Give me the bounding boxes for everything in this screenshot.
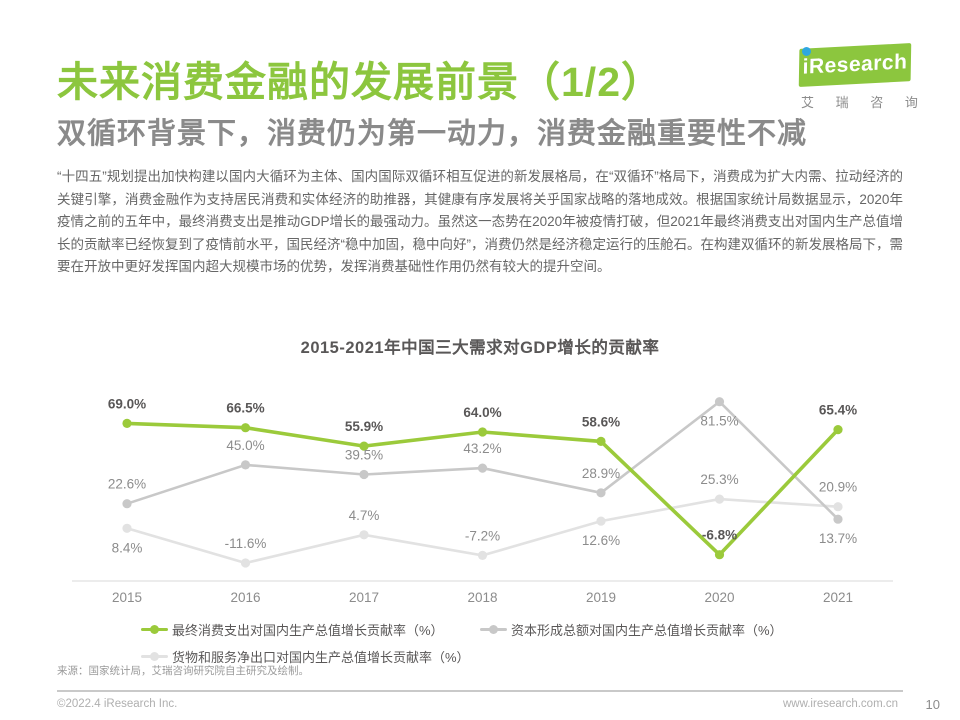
legend-row: 最终消费支出对国内生产总值增长贡献率（%） 资本形成总额对国内生产总值增长贡献率（…: [55, 616, 905, 643]
data-point: [359, 530, 369, 540]
data-point: [477, 463, 488, 473]
data-point: [833, 502, 843, 512]
data-label: 81.5%: [700, 414, 738, 429]
legend-item: 最终消费支出对国内生产总值增长贡献率（%）: [141, 620, 480, 639]
data-point: [596, 488, 606, 498]
legend-row: 货物和服务净出口对国内生产总值增长贡献率（%）: [55, 643, 905, 670]
legend-item: 货物和服务净出口对国内生产总值增长贡献率（%）: [141, 647, 470, 666]
data-point: [833, 514, 843, 524]
data-point: [240, 460, 251, 470]
data-label: 12.6%: [582, 533, 620, 548]
data-point: [122, 418, 132, 428]
gdp-contribution-chart: 2015 2016 2017 2018 2019 2020 2021 69.0% 66.5% 55…: [55, 375, 905, 610]
data-label: 45.0%: [226, 438, 264, 453]
x-tick-label: 2021: [823, 590, 853, 605]
data-label: 69.0%: [108, 396, 146, 411]
data-label: -6.8%: [702, 528, 737, 543]
data-label: 20.9%: [819, 480, 857, 495]
data-label: 13.7%: [819, 531, 857, 546]
data-point: [359, 469, 369, 480]
legend-marker-icon: [480, 625, 507, 634]
x-tick-label: 2016: [230, 590, 260, 605]
logo-chinese-name: 艾 瑞 咨 询: [801, 95, 927, 110]
x-tick-label: 2015: [112, 590, 142, 605]
data-label: 4.7%: [349, 508, 380, 523]
logo-brand-text: Research: [808, 50, 908, 79]
data-point: [122, 523, 132, 533]
data-label: 64.0%: [463, 405, 501, 420]
legend-label: 最终消费支出对国内生产总值增长贡献率（%）: [172, 623, 444, 638]
footer-website: www.iresearch.com.cn: [782, 698, 898, 710]
page-subtitle: 双循环背景下，消费仍为第一动力，消费金融重要性不减: [57, 118, 808, 150]
data-point: [477, 427, 488, 437]
legend-marker-icon: [141, 652, 168, 661]
legend-label: 货物和服务净出口对国内生产总值增长贡献率（%）: [172, 650, 470, 665]
data-point: [477, 550, 488, 560]
data-label: 43.2%: [463, 441, 501, 456]
data-label: 25.3%: [700, 472, 738, 487]
data-point: [714, 397, 725, 407]
data-label: -7.2%: [465, 528, 500, 543]
data-point: [240, 423, 251, 433]
legend-marker-icon: [141, 625, 168, 634]
footer-page-number: 10: [925, 697, 940, 712]
data-label: 65.4%: [819, 403, 857, 418]
line-chart-canvas: 2015 2016 2017 2018 2019 2020 2021 69.0% 66.5% 55…: [72, 396, 893, 605]
iresearch-logo: i Research 艾 瑞 咨 询: [793, 43, 927, 114]
data-label: 55.9%: [345, 419, 383, 434]
logo-i-dot-icon: [802, 47, 811, 56]
data-point: [833, 425, 843, 435]
x-tick-label: 2019: [586, 590, 616, 605]
data-label: 66.5%: [226, 401, 264, 416]
logo-green-shape: i Research: [798, 43, 912, 87]
data-label: 39.5%: [345, 448, 383, 463]
data-label: 58.6%: [582, 414, 620, 429]
x-tick-label: 2020: [704, 590, 734, 605]
legend-label: 资本形成总额对国内生产总值增长贡献率（%）: [511, 623, 783, 638]
x-tick-label: 2018: [467, 590, 497, 605]
footer-copyright: ©2022.4 iResearch Inc.: [57, 698, 178, 710]
data-point: [122, 499, 132, 509]
chart-title: 2015-2021年中国三大需求对GDP增长的贡献率: [300, 339, 660, 357]
data-point: [240, 558, 251, 568]
source-note: 来源：国家统计局，艾瑞咨询研究院自主研究及绘制。: [57, 665, 309, 677]
x-tick-label: 2017: [349, 590, 379, 605]
body-paragraph: “十四五”规划提出加快构建以国内大循环为主体、国内国际双循环相互促进的新发展格局…: [57, 169, 903, 275]
data-label: 22.6%: [108, 477, 146, 492]
page-title: 未来消费金融的发展前景（1/2）: [57, 59, 663, 105]
data-label: 8.4%: [112, 540, 143, 555]
data-point: [714, 494, 725, 504]
data-point: [596, 436, 606, 446]
data-label: -11.6%: [225, 536, 267, 551]
chart-legend: 最终消费支出对国内生产总值增长贡献率（%） 资本形成总额对国内生产总值增长贡献率（…: [55, 616, 905, 670]
legend-item: 资本形成总额对国内生产总值增长贡献率（%）: [480, 620, 783, 639]
data-point: [714, 550, 725, 560]
data-label: 28.9%: [582, 466, 620, 481]
data-point: [596, 516, 606, 526]
footer-divider: [57, 690, 903, 692]
data-point: [359, 441, 369, 451]
